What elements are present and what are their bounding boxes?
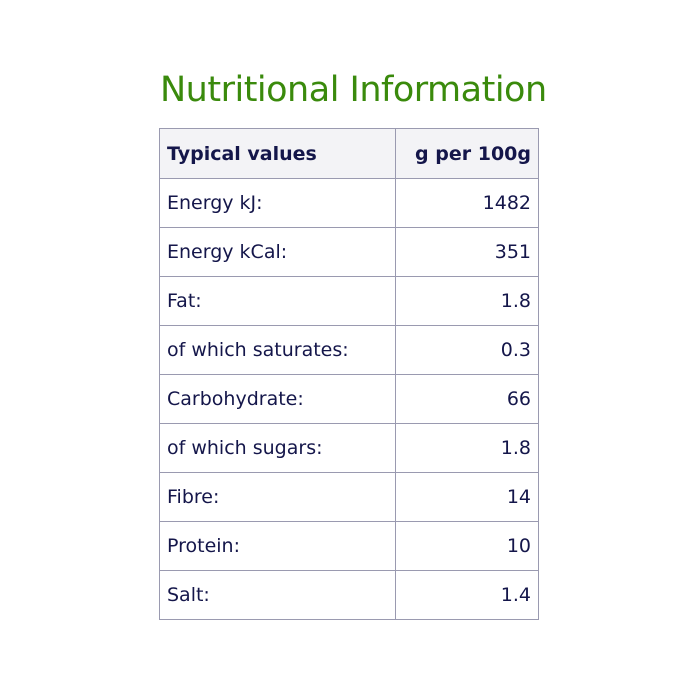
table-row: Protein: 10 [159,521,539,571]
nutrition-table: Typical values g per 100g Energy kJ: 1482… [159,128,539,620]
table-row: Energy kCal: 351 [159,227,539,277]
header-label: Typical values [159,128,396,179]
nutrient-label: Energy kJ: [159,178,396,228]
table-row: of which sugars: 1.8 [159,423,539,473]
nutrient-label: Salt: [159,570,396,620]
table-row: Fibre: 14 [159,472,539,522]
nutrient-value: 14 [395,472,539,522]
nutrient-label: Fibre: [159,472,396,522]
table-row: of which saturates: 0.3 [159,325,539,375]
nutrient-value: 0.3 [395,325,539,375]
nutrient-value: 10 [395,521,539,571]
page-title: Nutritional Information [160,70,547,110]
table-row: Salt: 1.4 [159,570,539,620]
header-value: g per 100g [395,128,539,179]
nutrient-value: 1482 [395,178,539,228]
nutrient-label: Protein: [159,521,396,571]
nutrient-label: Carbohydrate: [159,374,396,424]
nutrient-value: 1.8 [395,423,539,473]
nutrient-label: of which saturates: [159,325,396,375]
nutrient-label: of which sugars: [159,423,396,473]
nutrient-value: 351 [395,227,539,277]
table-row: Energy kJ: 1482 [159,178,539,228]
nutrient-label: Fat: [159,276,396,326]
nutrient-value: 1.8 [395,276,539,326]
table-row: Fat: 1.8 [159,276,539,326]
table-row: Carbohydrate: 66 [159,374,539,424]
table-header-row: Typical values g per 100g [159,128,539,179]
nutrient-value: 1.4 [395,570,539,620]
nutrient-value: 66 [395,374,539,424]
nutrient-label: Energy kCal: [159,227,396,277]
